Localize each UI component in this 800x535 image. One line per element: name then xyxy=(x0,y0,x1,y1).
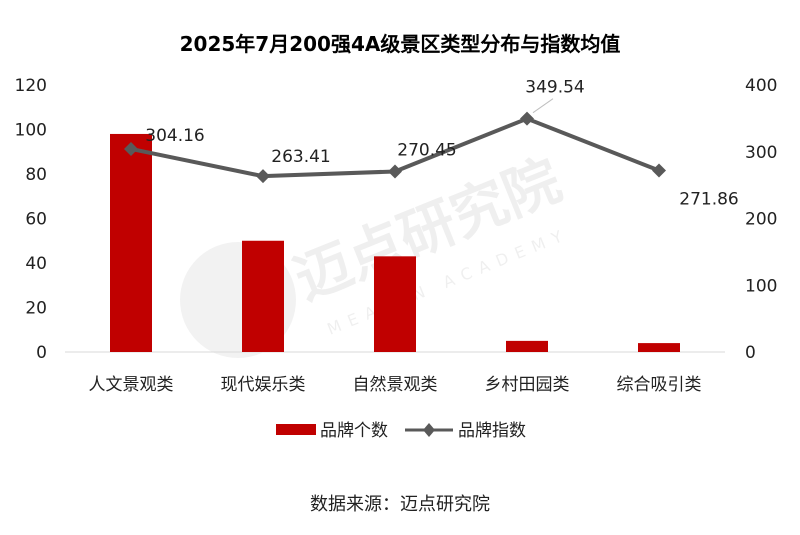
category-labels: 人文景观类 现代娱乐类 自然景观类 乡村田园类 综合吸引类 xyxy=(89,375,702,395)
left-tick-label: 20 xyxy=(25,299,47,319)
left-tick-label: 40 xyxy=(25,254,47,274)
bar xyxy=(110,133,152,352)
legend-bar-label: 品牌个数 xyxy=(320,421,388,441)
legend-line-marker-icon xyxy=(423,423,435,437)
category-label: 人文景观类 xyxy=(89,375,174,395)
line-series: 304.16 263.41 270.45 349.54 271.86 xyxy=(124,78,739,210)
category-label: 现代娱乐类 xyxy=(221,375,306,395)
index-data-label: 271.86 xyxy=(679,190,738,210)
category-label: 综合吸引类 xyxy=(617,375,702,395)
bar xyxy=(638,343,680,352)
index-point xyxy=(388,164,402,179)
legend-line-label: 品牌指数 xyxy=(458,421,526,441)
index-point xyxy=(652,163,666,178)
bar xyxy=(506,340,548,352)
left-tick-label: 120 xyxy=(15,76,47,96)
index-data-label: 263.41 xyxy=(271,147,330,167)
right-tick-label: 100 xyxy=(745,276,777,296)
index-data-label: 304.16 xyxy=(145,126,204,146)
label-leader-line xyxy=(532,98,554,114)
left-tick-label: 0 xyxy=(36,343,47,363)
index-point xyxy=(256,169,270,184)
right-tick-label: 400 xyxy=(745,76,777,96)
left-axis: 0 20 40 60 80 100 120 xyxy=(15,76,47,363)
source-note: 数据来源：迈点研究院 xyxy=(310,494,490,515)
left-tick-label: 100 xyxy=(15,121,47,141)
legend: 品牌个数 品牌指数 xyxy=(276,421,526,441)
category-label: 乡村田园类 xyxy=(485,375,570,395)
legend-bar-swatch xyxy=(276,424,316,435)
bar xyxy=(374,256,416,352)
right-tick-label: 300 xyxy=(745,143,777,163)
bar-series xyxy=(110,133,680,352)
index-point xyxy=(520,111,534,126)
index-data-label: 270.45 xyxy=(397,140,456,160)
right-axis: 0 100 200 300 400 xyxy=(745,76,777,363)
category-label: 自然景观类 xyxy=(353,375,438,395)
index-data-label: 349.54 xyxy=(525,78,584,98)
left-tick-label: 60 xyxy=(25,210,47,230)
left-tick-label: 80 xyxy=(25,165,47,185)
right-tick-label: 0 xyxy=(745,343,756,363)
index-point xyxy=(124,141,138,156)
chart-title: 2025年7月200强4A级景区类型分布与指数均值 xyxy=(180,32,621,56)
right-tick-label: 200 xyxy=(745,210,777,230)
bar xyxy=(242,240,284,352)
